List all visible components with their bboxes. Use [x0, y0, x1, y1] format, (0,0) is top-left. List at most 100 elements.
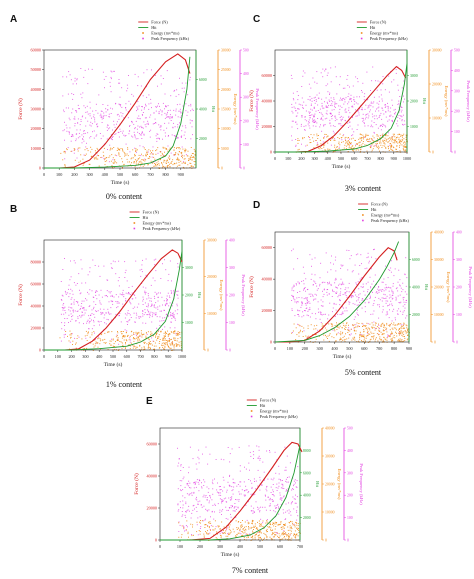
energy-point: [225, 535, 227, 537]
peak-frequency-point: [77, 104, 79, 106]
peak-frequency-point: [188, 466, 190, 468]
energy-point: [353, 338, 355, 340]
peak-frequency-point: [165, 305, 166, 307]
energy-point: [297, 138, 299, 140]
x-tick-label: 800: [151, 354, 157, 359]
energy-point: [138, 338, 140, 340]
energy-point: [384, 324, 385, 326]
peak-frequency-point: [219, 498, 221, 500]
peak-frequency-point: [164, 304, 166, 306]
peak-frequency-point: [372, 116, 374, 118]
peak-frequency-point: [373, 248, 375, 250]
peak-frequency-point: [165, 303, 167, 305]
peak-frequency-point: [222, 532, 224, 533]
energy-point: [406, 138, 407, 140]
legend-entry: Peak Frequency (kHz): [370, 36, 408, 41]
peak-frequency-point: [278, 513, 280, 515]
peak-frequency-point: [185, 138, 186, 140]
peak-frequency-point: [68, 132, 70, 133]
peak-frequency-point: [171, 313, 173, 315]
peak-frequency-point: [173, 290, 174, 292]
peak-frequency-point: [83, 76, 85, 78]
energy-point: [66, 149, 68, 151]
peak-frequency-point: [139, 145, 141, 147]
peak-frequency-point: [85, 146, 87, 148]
energy-point: [182, 157, 183, 159]
peak-frequency-point: [293, 285, 295, 287]
peak-frequency-point: [110, 263, 112, 265]
peak-frequency-point: [382, 109, 384, 111]
energy-point: [367, 141, 369, 142]
energy-point: [386, 327, 388, 329]
peak-frequency-point: [322, 301, 324, 303]
peak-frequency-point: [86, 299, 88, 301]
energy-point: [298, 139, 300, 141]
energy-point: [115, 341, 116, 343]
energy-point: [134, 337, 136, 339]
peak-frequency-point: [257, 485, 259, 487]
peak-frequency-point: [371, 256, 372, 258]
peak-frequency-point: [332, 101, 334, 103]
energy-point: [169, 339, 171, 341]
peak-frequency-point: [77, 301, 79, 303]
y-tick-label: 60000: [31, 48, 41, 53]
energy-point: [158, 164, 160, 166]
peak-frequency-point: [359, 301, 361, 303]
peak-frequency-point: [322, 76, 324, 78]
x-axis-label: Time (s): [332, 163, 351, 170]
energy-point: [238, 521, 240, 522]
peak-frequency-point: [184, 486, 186, 488]
energy-point: [154, 342, 156, 344]
peak-frequency-point: [366, 99, 368, 101]
peak-frequency-tick-label: 500: [347, 427, 353, 431]
peak-frequency-point: [210, 497, 211, 499]
energy-point: [191, 156, 193, 158]
energy-point: [283, 524, 285, 526]
energy-point: [164, 331, 166, 333]
energy-point: [405, 136, 407, 138]
peak-frequency-point: [402, 297, 404, 299]
energy-point: [117, 332, 119, 334]
peak-frequency-point: [154, 264, 156, 266]
peak-frequency-point: [100, 303, 102, 305]
peak-frequency-point: [361, 90, 362, 91]
peak-frequency-point: [384, 294, 386, 296]
peak-frequency-point: [322, 119, 324, 121]
energy-point: [244, 528, 246, 530]
peak-frequency-point: [68, 71, 70, 73]
energy-point: [140, 160, 142, 162]
peak-frequency-point: [388, 129, 390, 131]
energy-point: [101, 333, 103, 335]
energy-point: [281, 532, 283, 534]
peak-frequency-point: [135, 151, 137, 153]
peak-frequency-point: [338, 146, 340, 148]
peak-frequency-point: [64, 290, 66, 292]
peak-frequency-point: [241, 489, 243, 491]
peak-frequency-point: [340, 97, 341, 99]
peak-frequency-point: [142, 259, 143, 261]
peak-frequency-point: [295, 502, 297, 504]
peak-frequency-point: [327, 106, 329, 108]
hit-axis-label: Hit: [424, 284, 429, 291]
peak-frequency-point: [293, 508, 295, 510]
peak-frequency-point: [134, 134, 136, 136]
energy-point: [133, 161, 135, 163]
energy-point: [361, 336, 363, 338]
peak-frequency-point: [353, 327, 355, 329]
energy-point: [97, 149, 99, 151]
energy-point: [328, 323, 330, 325]
energy-point: [281, 538, 283, 540]
peak-frequency-point: [141, 132, 143, 134]
peak-frequency-point: [235, 509, 237, 510]
energy-point: [62, 159, 64, 161]
energy-point: [346, 141, 348, 143]
energy-point: [327, 142, 329, 144]
x-tick-label: 500: [346, 346, 352, 351]
peak-frequency-point: [319, 285, 321, 287]
x-tick-label: 600: [124, 354, 130, 359]
peak-frequency-point: [89, 289, 91, 291]
peak-frequency-point: [367, 252, 369, 254]
peak-frequency-point: [104, 295, 106, 297]
peak-frequency-point: [345, 292, 347, 294]
peak-frequency-point: [115, 133, 117, 135]
